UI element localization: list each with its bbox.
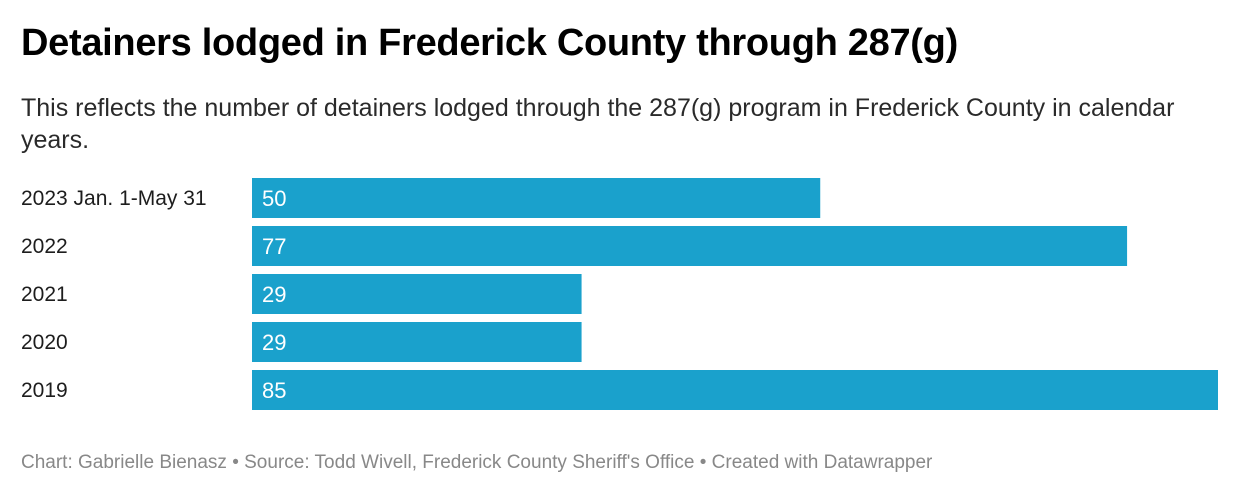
bar	[252, 226, 1128, 266]
category-label: 2020	[21, 331, 68, 354]
category-label: 2022	[21, 235, 68, 258]
bar	[252, 274, 582, 314]
value-label: 29	[262, 330, 286, 355]
value-label: 77	[262, 234, 286, 259]
category-label: 2021	[21, 283, 68, 306]
chart-subtitle: This reflects the number of detainers lo…	[21, 94, 1175, 154]
bar	[252, 370, 1218, 410]
category-label: 2023 Jan. 1-May 31	[21, 187, 207, 210]
value-label: 50	[262, 186, 286, 211]
bar	[252, 322, 582, 362]
value-label: 85	[262, 378, 286, 403]
category-label: 2019	[21, 379, 68, 402]
chart-footer: Chart: Gabrielle Bienasz • Source: Todd …	[21, 452, 933, 473]
value-label: 29	[262, 282, 286, 307]
chart-title: Detainers lodged in Frederick County thr…	[21, 22, 958, 64]
bar	[252, 178, 821, 218]
